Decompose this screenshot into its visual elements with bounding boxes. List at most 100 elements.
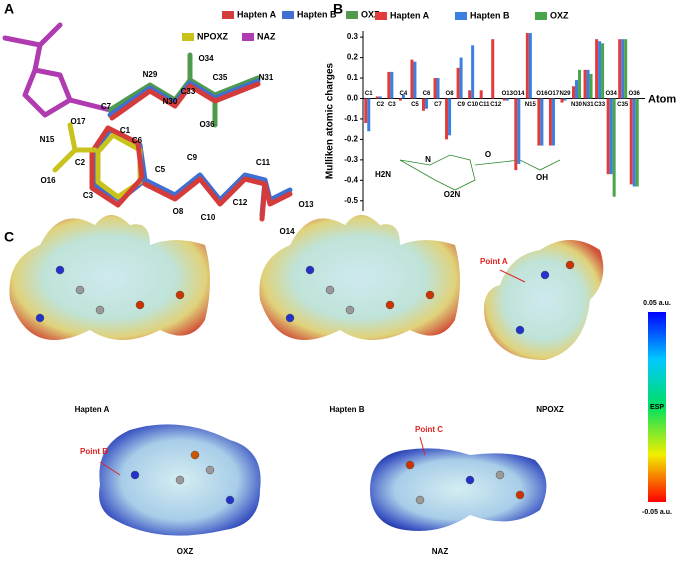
bar [436,78,440,99]
atom-label: N31 [259,73,274,82]
panel-label: A [4,1,14,17]
x-tick-label: C12 [490,102,502,108]
colorbar-min: -0.05 a.u. [642,509,672,516]
x-tick-label: N30 [571,102,583,108]
bar [468,90,472,99]
bar [433,78,437,99]
bar [378,96,382,99]
colorbar [648,312,666,502]
bar [390,71,394,99]
point-label: Point B [80,447,108,456]
legend-swatch [455,12,467,20]
bar [612,98,616,197]
bar [537,98,541,146]
inset-label: O2N [444,190,461,199]
bar [459,57,463,99]
x-tick-label: C6 [423,91,431,97]
esp-surface [370,448,547,531]
bar [609,98,613,175]
atom-label: C2 [75,158,86,167]
y-tick-label: 0.2 [347,53,359,62]
panel-label: C [4,229,14,245]
atom-label: C35 [213,73,228,82]
bar [448,98,452,136]
legend-label: OXZ [361,9,380,19]
inset-structure [399,154,561,191]
x-tick-label: O8 [446,91,455,97]
bar [589,73,593,99]
bar [551,98,555,146]
bar [621,39,625,99]
bar [424,98,428,109]
atom-label: C7 [101,102,112,111]
panel-c: Hapten A Hapten B NPOXZ OXZ NAZ Point A Point … [9,215,672,556]
y-tick-label: -0.2 [344,135,358,144]
bar [560,98,564,103]
bar [445,98,449,140]
bar [401,94,405,99]
bar [505,98,509,101]
atom-label: N29 [143,70,158,79]
bar [595,39,599,99]
x-tick-label: O14 [513,91,525,97]
x-tick-label: C4 [400,91,408,97]
atom-label: C33 [181,87,196,96]
y-tick-label: -0.3 [344,155,358,164]
colorbar-max: 0.05 a.u. [643,300,671,307]
bar [606,98,610,175]
x-tick-label: C35 [617,102,629,108]
legend-swatch [535,12,547,20]
atom-label: O17 [70,117,86,126]
bar [514,98,518,171]
molecule-label: OXZ [177,547,194,556]
colorbar-title: ESP [650,404,664,411]
atom-label: O34 [198,54,214,63]
bar [575,80,579,99]
legend-swatch [375,12,387,20]
esp-surface [259,215,460,340]
bar [364,98,368,124]
x-tick-label: O13 [502,91,514,97]
legend-swatch [346,11,358,19]
x-tick-label: C1 [365,91,373,97]
atom-label: N15 [40,135,55,144]
bar [413,61,417,99]
x-tick-label: C11 [479,102,490,108]
x-tick-label: N29 [559,91,571,97]
x-tick-label: C10 [467,102,479,108]
atoms [35,260,575,505]
bar [618,39,622,99]
bar [528,33,532,99]
legend-label: NAZ [257,31,276,41]
atom-label: C9 [187,153,198,162]
panel-label: B [333,1,343,17]
atom-label: C1 [120,126,131,135]
inset-label: O [485,150,491,159]
legend-swatch [242,33,254,41]
bar [410,59,414,99]
atom-label: O13 [298,200,314,209]
y-tick-label: -0.1 [344,114,358,123]
bar [502,98,506,101]
bar [375,96,379,99]
x-tick-label: O17 [548,91,560,97]
inset-label: OH [536,173,548,182]
bar [601,43,605,99]
bar [635,98,639,187]
atom-label: O36 [199,120,215,129]
legend-label: OXZ [550,10,569,20]
x-tick-label: O16 [536,91,548,97]
x-tick-label: C7 [434,102,442,108]
legend-swatch [182,33,194,41]
bar [586,69,590,99]
esp-surface [484,240,604,360]
y-tick-label: 0.1 [347,73,359,82]
legend-swatch [222,11,234,19]
bar [491,39,495,99]
molecule-label: Hapten B [329,405,364,414]
atom-label: O8 [173,207,184,216]
x-tick-label: C3 [388,102,396,108]
panel-b: -0.5 -0.4 -0.3 -0.2 -0.1 0.0 0.1 0.2 0.3 Mulliken… [325,10,676,211]
point-label: Point A [480,257,508,266]
